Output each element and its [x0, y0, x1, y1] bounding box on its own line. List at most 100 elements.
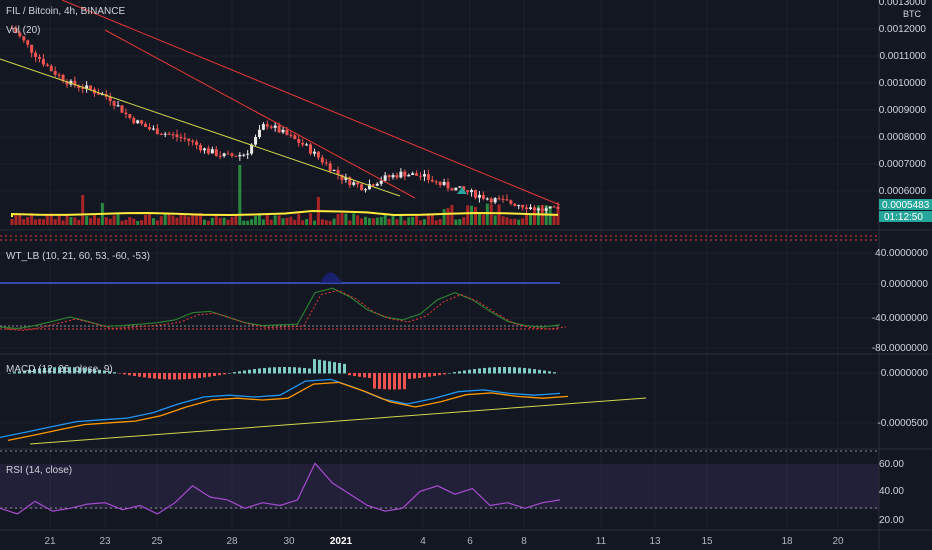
macd-histogram-bar [283, 367, 286, 374]
candle-body [344, 177, 348, 180]
macd-histogram-bar [538, 369, 541, 374]
volume-bar [45, 214, 49, 225]
candle-body [108, 96, 112, 102]
macd-histogram-bar [503, 367, 506, 374]
volume-bar [49, 213, 53, 225]
last-price-badge [879, 199, 932, 210]
candle-body [493, 198, 497, 203]
countdown-label: 01:12:50 [884, 212, 923, 223]
candle-body [352, 182, 356, 185]
volume-bar [309, 213, 313, 225]
macd-histogram-bar [518, 367, 521, 374]
candle-body [171, 134, 175, 136]
volume-bar [41, 219, 45, 225]
volume-bar [497, 204, 501, 225]
wt-tick-label: 0.0000000 [881, 279, 929, 290]
time-tick-label: 25 [151, 536, 163, 547]
volume-bar [128, 217, 132, 225]
candle-body [411, 173, 415, 175]
candle-body [85, 85, 89, 89]
macd-histogram-bar [193, 373, 196, 379]
candle-body [147, 127, 151, 130]
macd-histogram-bar [63, 367, 66, 374]
macd-histogram-bar [528, 368, 531, 374]
volume-bar [230, 216, 234, 225]
macd-histogram-bar [448, 372, 451, 374]
volume-bar [104, 217, 108, 225]
candle-body [336, 169, 340, 175]
candle-body [96, 93, 100, 95]
volume-bar [419, 220, 423, 225]
volume-bar [53, 219, 57, 225]
candle-body [257, 129, 261, 138]
volume-bar [552, 214, 556, 225]
macd-histogram-bar [363, 373, 366, 378]
volume-bar [214, 215, 218, 225]
time-tick-label: 6 [467, 536, 473, 547]
trendline-red-upper [61, 0, 561, 206]
candle-body [144, 123, 148, 128]
volume-bar [30, 213, 34, 225]
candle-body [438, 181, 442, 185]
volume-ma-line [11, 209, 559, 217]
candle-body [540, 208, 544, 211]
last-price-label: 0.0005483 [882, 200, 930, 211]
volume-bar [450, 205, 454, 225]
candle-body [422, 174, 426, 177]
volume-bar [242, 220, 246, 225]
volume-bar [246, 220, 250, 225]
macd-histogram-bar [168, 373, 171, 380]
volume-bar [293, 219, 297, 225]
candle-body [536, 208, 540, 211]
macd-histogram-bar [213, 373, 216, 376]
candle-body [214, 149, 218, 156]
price-tick-label: 0.0007000 [879, 159, 927, 170]
candle-body [151, 128, 155, 130]
volume-bar [285, 217, 289, 225]
candle-body [505, 199, 509, 201]
labels: 21 23 25 28 30 2021 4 6 8 11 13 15 18 20 0.0012000 0.00… [6, 0, 932, 547]
candle-body [348, 177, 352, 185]
macd-histogram-bar [143, 373, 146, 378]
macd-trendline [29, 397, 647, 445]
volume-bar [446, 207, 450, 225]
candle-body [285, 129, 289, 135]
macd-histogram-bar [203, 373, 206, 378]
candle-body [525, 207, 529, 210]
candle-body [45, 64, 49, 66]
currency-label: BTC [903, 9, 922, 19]
volume-bar [273, 215, 277, 225]
wt-title: WT_LB (10, 21, 60, 53, -60, -53) [6, 251, 150, 262]
rsi-tick-label: 20.00 [879, 515, 904, 526]
candle-body [53, 71, 57, 75]
volume-bar [108, 218, 112, 225]
candle-body [415, 173, 419, 176]
candle-body [265, 124, 269, 127]
volume-bar [434, 220, 438, 225]
volume-bar [179, 213, 183, 225]
volume-bar [269, 219, 273, 225]
volume-bar [470, 205, 474, 225]
time-tick-label: 18 [781, 536, 793, 547]
candle-body [112, 101, 116, 106]
volume-bar [89, 218, 93, 225]
volume-bar [226, 219, 230, 225]
candle-body [81, 87, 85, 89]
macd-histogram-bar [458, 371, 461, 374]
candle-body [387, 175, 391, 178]
macd-histogram-bar [493, 367, 496, 374]
volume-bar [332, 218, 336, 225]
macd-histogram-bar [348, 373, 351, 376]
macd-histogram-bar [548, 371, 551, 374]
volume-bar [257, 213, 261, 225]
candle-body [242, 154, 246, 156]
macd-histogram-bar [43, 367, 46, 374]
macd-histogram-bar [533, 369, 536, 374]
volume-bar [171, 215, 175, 225]
candle-body [175, 134, 179, 138]
macd-histogram-bar [318, 359, 321, 374]
candle-body [320, 157, 324, 163]
macd-histogram-bar [393, 373, 396, 390]
